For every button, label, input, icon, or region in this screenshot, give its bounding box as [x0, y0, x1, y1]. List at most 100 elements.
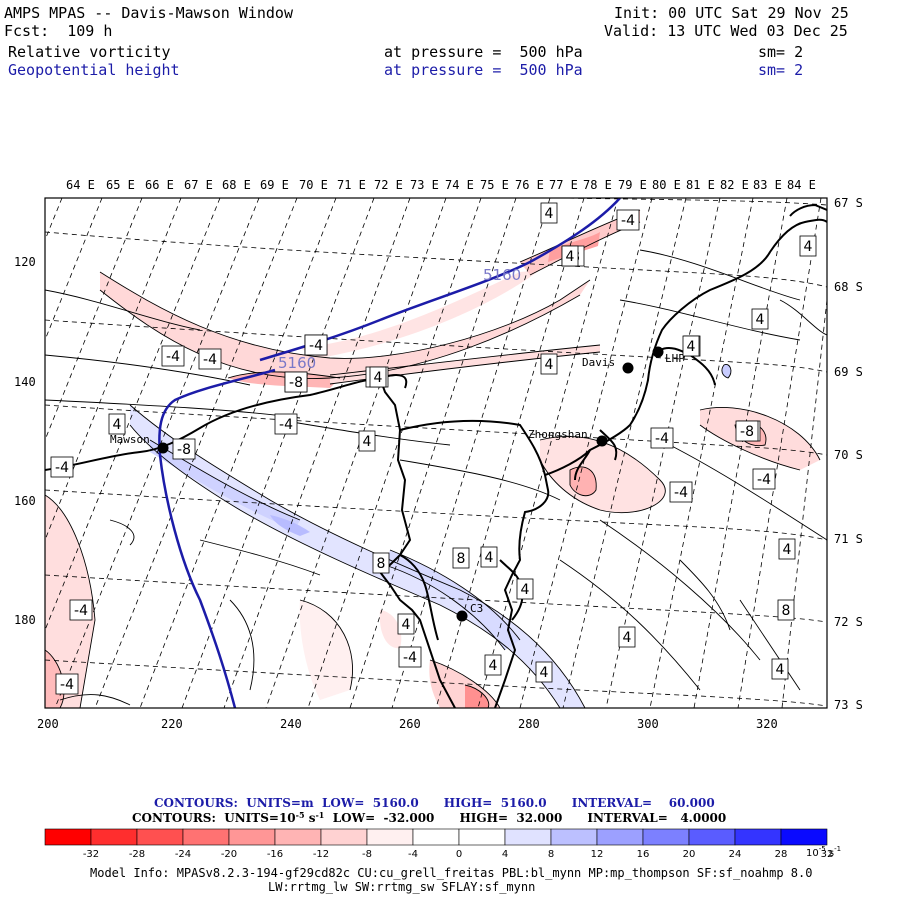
vorticity-label: 4	[540, 202, 558, 224]
colorbar-swatch	[596, 828, 644, 846]
lon-label: 68 E	[222, 178, 251, 192]
svg-text:-4: -4	[60, 677, 74, 693]
vorticity-label: 4	[751, 308, 769, 330]
vorticity-contour-info: CONTOURS: UNITS=10-5 s-1 LOW= -32.000 HI…	[132, 810, 726, 825]
svg-text:4: 4	[545, 206, 554, 222]
svg-text:-4: -4	[757, 472, 771, 488]
model-info-line1: Model Info: MPASv8.2.3-194-gf29cd82c CU:…	[90, 866, 812, 880]
vorticity-contours	[45, 209, 827, 708]
x-axis-ticks: 200 220 240 260 280 300 320	[37, 717, 778, 731]
height-label: 5160	[278, 354, 316, 372]
plot-frame	[44, 197, 828, 709]
svg-text:4: 4	[113, 417, 122, 433]
colorbar-swatch	[136, 828, 184, 846]
vorticity-label: -4	[398, 646, 422, 668]
svg-text:4: 4	[776, 662, 785, 678]
svg-text:4: 4	[540, 665, 549, 681]
colorbar-ticks: -32 -28 -24 -20 -16 -12 -8 -4 0 4 8 12 16 20 24 28 32	[83, 849, 834, 860]
y-tick: 140	[14, 375, 36, 389]
colorbar-tick-label: 0	[456, 849, 462, 860]
vorticity-labels: 4-4-8-4-4-4-8-44-8444-4-44-8-4-4-4488444…	[50, 202, 817, 695]
colorbar-swatch	[274, 828, 322, 846]
colorbar-swatch	[734, 828, 782, 846]
lon-label: 81 E	[686, 178, 715, 192]
colorbar-swatch	[44, 828, 92, 846]
svg-text:4: 4	[485, 550, 494, 566]
colorbar-swatch	[504, 828, 552, 846]
colorbar-tick-label: 12	[591, 849, 604, 860]
svg-text:-4: -4	[403, 650, 417, 666]
vorticity-label: 4	[369, 366, 387, 388]
colorbar-swatch	[412, 828, 460, 846]
vorticity-label: 4	[484, 654, 502, 676]
lat-label: 72 S	[834, 615, 863, 629]
field1-smoothing: sm= 2	[758, 43, 804, 61]
lat-label: 67 S	[834, 196, 863, 210]
lat-label: 68 S	[834, 280, 863, 294]
lat-label: 71 S	[834, 532, 863, 546]
vorticity-label: 4	[618, 626, 636, 648]
vorticity-label: -4	[650, 427, 674, 449]
vorticity-label: -8	[735, 420, 759, 442]
y-tick: 120	[14, 255, 36, 269]
lon-label: 64 E	[66, 178, 95, 192]
field1-name: Relative vorticity	[8, 43, 171, 61]
x-tick: 200	[37, 717, 59, 731]
map-title: AMPS MPAS -- Davis-Mawson Window	[4, 4, 293, 22]
lon-label: 66 E	[145, 178, 174, 192]
svg-text:-4: -4	[279, 417, 293, 433]
lon-label: 71 E	[337, 178, 366, 192]
vorticity-label: -4	[69, 599, 93, 621]
field2-name: Geopotential height	[8, 61, 180, 79]
vorticity-label: 4	[358, 430, 376, 452]
vorticity-label: 4	[540, 353, 558, 375]
lon-label: 75 E	[480, 178, 509, 192]
lon-label: 78 E	[583, 178, 612, 192]
x-tick: 300	[637, 717, 659, 731]
vorticity-label: 4	[516, 578, 534, 600]
vorticity-label: 4	[561, 245, 579, 267]
vorticity-label: -4	[50, 456, 74, 478]
colorbar-swatch	[90, 828, 138, 846]
svg-text:4: 4	[566, 249, 575, 265]
vorticity-label: -4	[304, 334, 328, 356]
colorbar-tick-label: -28	[129, 849, 145, 860]
colorbar-tick-label: 8	[548, 849, 554, 860]
lon-label: 84 E	[787, 178, 816, 192]
lon-label: 83 E	[753, 178, 782, 192]
svg-text:4: 4	[363, 434, 372, 450]
station-label-davis: Davis	[582, 356, 615, 369]
colorbar-tick-label: -32	[83, 849, 99, 860]
svg-text:4: 4	[521, 582, 530, 598]
svg-text:-4: -4	[74, 603, 88, 619]
station-label-mawson: Mawson	[110, 433, 150, 446]
svg-text:-8: -8	[177, 442, 191, 458]
lon-label: 65 E	[106, 178, 135, 192]
zhongshan-station-marker	[596, 435, 608, 447]
svg-text:4: 4	[687, 339, 696, 355]
x-tick: 280	[518, 717, 540, 731]
vorticity-label: 4	[771, 658, 789, 680]
height-contour-info: CONTOURS: UNITS=m LOW= 5160.0 HIGH= 5160…	[154, 796, 715, 810]
x-tick: 260	[399, 717, 421, 731]
svg-text:4: 4	[545, 357, 554, 373]
lon-label: 72 E	[374, 178, 403, 192]
colorbar-swatch	[228, 828, 276, 846]
c3-station-marker	[456, 610, 468, 622]
svg-text:-4: -4	[166, 349, 180, 365]
vorticity-label: 4	[397, 613, 415, 635]
colorbar-tick-label: 16	[637, 849, 650, 860]
vorticity-label: 8	[372, 552, 390, 574]
svg-text:-8: -8	[740, 424, 754, 440]
graticule	[45, 198, 827, 708]
vorticity-label: -4	[55, 673, 79, 695]
lon-label: 76 E	[515, 178, 544, 192]
station-label-c3: C3	[470, 602, 483, 615]
colorbar-tick-label: -12	[313, 849, 329, 860]
colorbar-swatch	[688, 828, 736, 846]
lon-label: 67 E	[184, 178, 213, 192]
vorticity-label: -8	[172, 438, 196, 460]
mawson-station-marker	[157, 442, 169, 454]
lat-label: 73 S	[834, 698, 863, 712]
